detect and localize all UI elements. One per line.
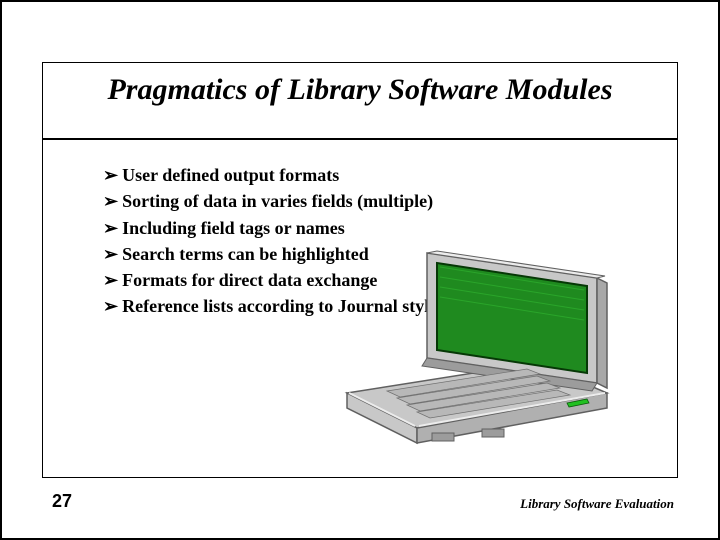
- slide-title: Pragmatics of Library Software Modules: [43, 73, 677, 107]
- list-item-text: Sorting of data in varies fields (multip…: [122, 189, 433, 213]
- bullet-marker-icon: ➢: [103, 189, 118, 213]
- footer-text: Library Software Evaluation: [520, 496, 674, 512]
- title-divider: [43, 138, 677, 140]
- bullet-marker-icon: ➢: [103, 268, 118, 292]
- slide-inner-border: Pragmatics of Library Software Modules ➢…: [42, 62, 678, 478]
- list-item-text: User defined output formats: [122, 163, 339, 187]
- bullet-marker-icon: ➢: [103, 163, 118, 187]
- list-item-text: Including field tags or names: [122, 216, 345, 240]
- bullet-marker-icon: ➢: [103, 294, 118, 318]
- list-item: ➢ Sorting of data in varies fields (mult…: [103, 189, 657, 213]
- bullet-marker-icon: ➢: [103, 242, 118, 266]
- slide-frame: Pragmatics of Library Software Modules ➢…: [0, 0, 720, 540]
- bullet-marker-icon: ➢: [103, 216, 118, 240]
- list-item-text: Search terms can be highlighted: [122, 242, 369, 266]
- laptop-illustration-icon: [337, 243, 617, 463]
- list-item: ➢ Including field tags or names: [103, 216, 657, 240]
- page-number: 27: [52, 491, 72, 512]
- list-item: ➢ User defined output formats: [103, 163, 657, 187]
